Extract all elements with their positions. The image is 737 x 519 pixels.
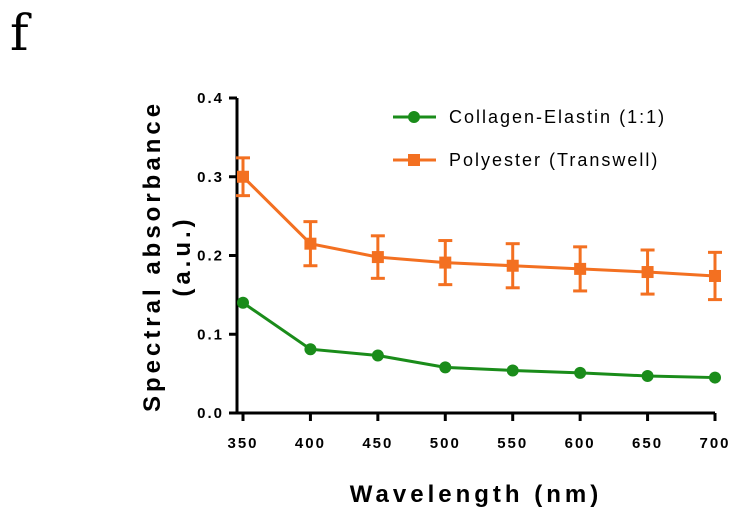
x-ticks: 350 400 450 500 550 600 650 700 bbox=[227, 413, 730, 452]
x-tick-label: 350 bbox=[227, 435, 258, 452]
x-tick-label: 650 bbox=[632, 435, 663, 452]
x-tick-label: 400 bbox=[295, 435, 326, 452]
data-point-polyester bbox=[574, 262, 587, 275]
data-point-collagen bbox=[304, 343, 317, 356]
y-tick-label: 0.3 bbox=[197, 169, 224, 186]
series-line-collagen bbox=[242, 301, 716, 380]
y-axis-title-line-1: Spectral absorbance bbox=[139, 100, 166, 412]
data-point-polyester bbox=[709, 269, 721, 282]
data-point-polyester bbox=[371, 251, 384, 264]
x-tick-label: 600 bbox=[565, 435, 596, 452]
data-point-polyester bbox=[641, 266, 654, 279]
x-tick-label: 700 bbox=[699, 435, 730, 452]
x-tick-label: 550 bbox=[497, 435, 528, 452]
plot-area bbox=[236, 156, 722, 384]
legend-label-collagen: Collagen-Elastin (1:1) bbox=[449, 107, 666, 127]
y-tick-label: 0.2 bbox=[197, 248, 224, 265]
data-point-collagen bbox=[439, 361, 452, 374]
data-point-polyester bbox=[237, 170, 249, 183]
series-line-polyester bbox=[241, 175, 716, 278]
legend-marker-collagen bbox=[408, 111, 420, 123]
data-point-collagen bbox=[709, 371, 721, 384]
x-axis-title: Wavelength (nm) bbox=[350, 481, 602, 508]
data-point-polyester bbox=[439, 256, 452, 269]
y-ticks: 0.0 0.1 0.2 0.3 0.4 bbox=[197, 90, 237, 422]
legend-marker-polyester bbox=[408, 154, 420, 166]
data-point-collagen bbox=[506, 364, 519, 377]
data-point-collagen bbox=[574, 366, 587, 379]
data-point-collagen bbox=[237, 296, 249, 309]
data-point-collagen bbox=[641, 369, 654, 382]
x-tick-label: 450 bbox=[362, 435, 393, 452]
y-tick-label: 0.1 bbox=[197, 326, 224, 343]
legend-item-collagen: Collagen-Elastin (1:1) bbox=[393, 107, 666, 127]
data-point-polyester bbox=[506, 259, 519, 272]
legend-item-polyester: Polyester (Transwell) bbox=[393, 150, 659, 170]
y-axis-title-line-2: (a.u.) bbox=[169, 215, 196, 296]
y-tick-label: 0.0 bbox=[197, 405, 224, 422]
data-point-collagen bbox=[371, 349, 384, 362]
legend-label-polyester: Polyester (Transwell) bbox=[449, 150, 659, 170]
axes bbox=[235, 98, 715, 415]
data-point-polyester bbox=[304, 237, 317, 250]
legend: Collagen-Elastin (1:1) Polyester (Transw… bbox=[393, 107, 666, 170]
x-tick-label: 500 bbox=[430, 435, 461, 452]
panel-letter: f bbox=[10, 4, 32, 62]
y-tick-label: 0.4 bbox=[197, 90, 224, 107]
